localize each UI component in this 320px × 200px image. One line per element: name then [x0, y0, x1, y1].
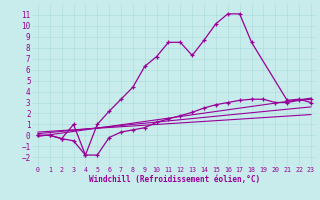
X-axis label: Windchill (Refroidissement éolien,°C): Windchill (Refroidissement éolien,°C)	[89, 175, 260, 184]
